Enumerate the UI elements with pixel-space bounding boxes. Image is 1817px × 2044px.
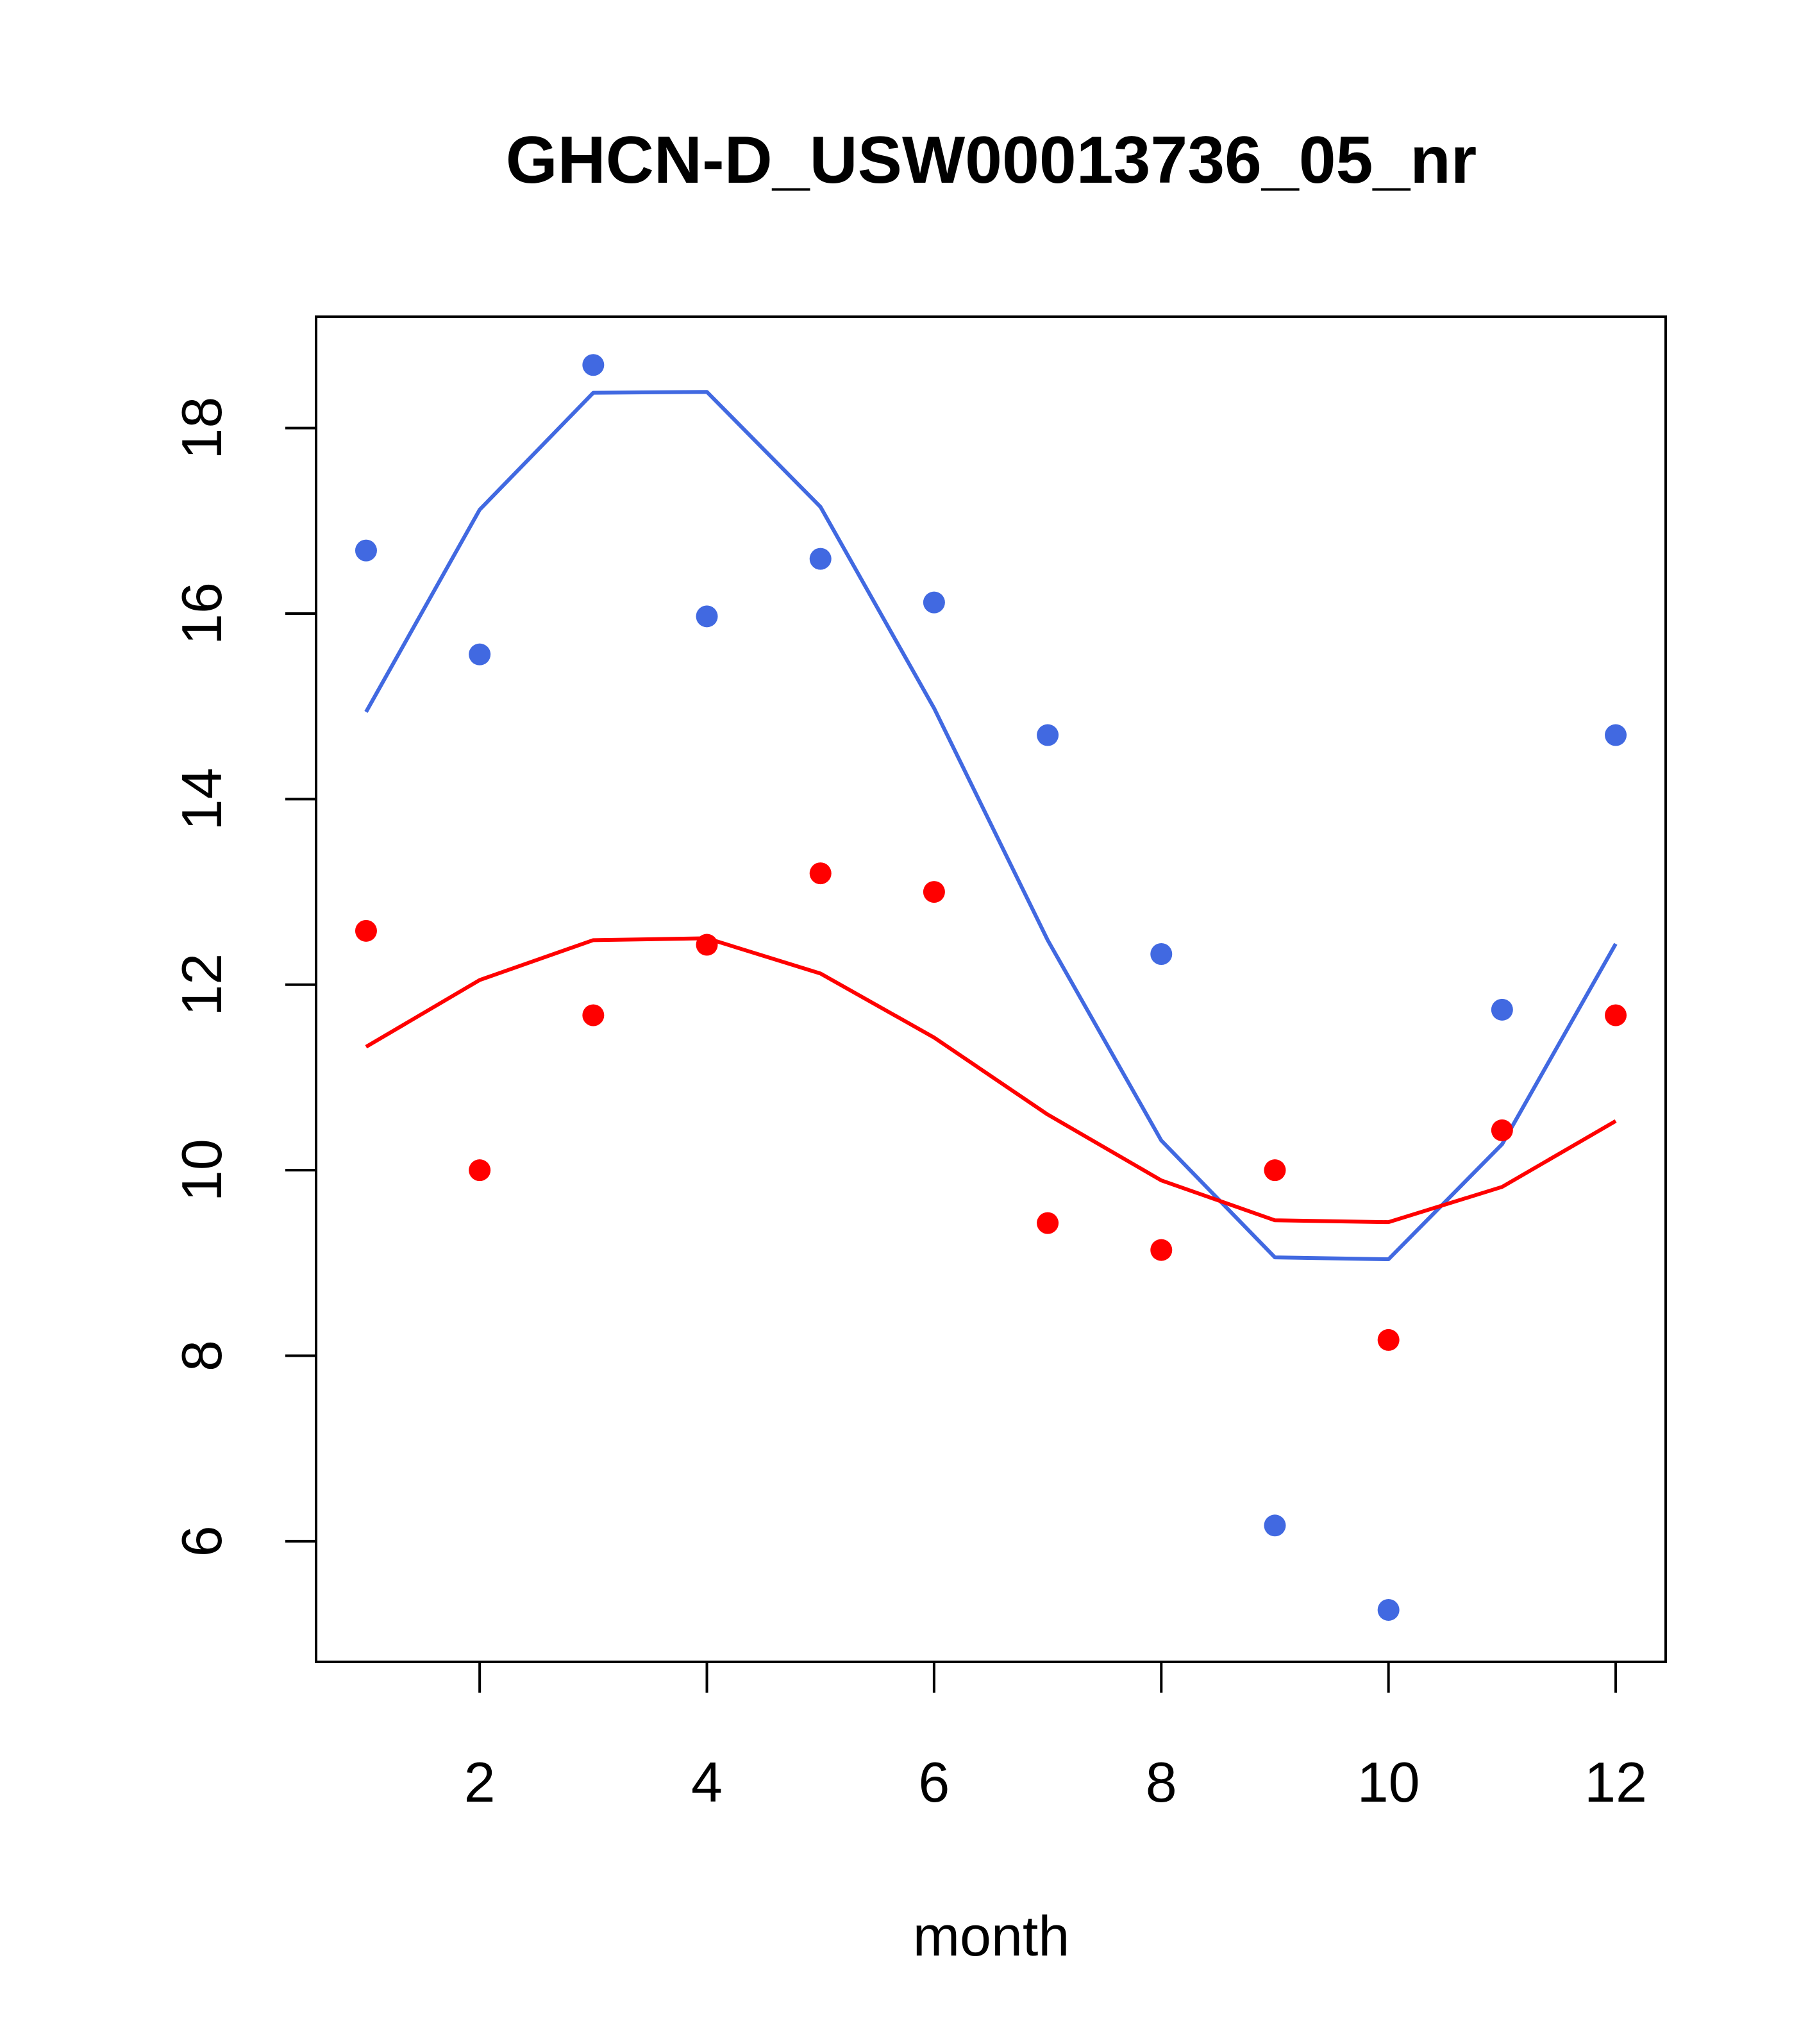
x-tick-label: 4 — [691, 1750, 723, 1814]
series-0-point — [923, 591, 945, 614]
y-tick-label: 12 — [170, 953, 233, 1016]
series-1-point — [809, 862, 832, 885]
series-0-point — [1377, 1598, 1400, 1621]
series-0-point — [1150, 943, 1173, 966]
series-0-point — [1491, 998, 1513, 1021]
y-tick-label: 16 — [170, 582, 233, 645]
y-tick-label: 18 — [170, 397, 233, 460]
x-axis-label: month — [913, 1904, 1070, 1968]
series-0-point — [469, 643, 491, 666]
series-1-point — [355, 919, 377, 942]
series-1-point — [1377, 1328, 1400, 1351]
series-1-point — [1264, 1159, 1286, 1182]
plot-frame — [315, 315, 1667, 1663]
series-1-point — [923, 881, 945, 903]
x-tick-label: 2 — [464, 1750, 496, 1814]
series-1-point — [696, 934, 718, 956]
series-1-point — [1491, 1119, 1513, 1141]
series-1-point — [582, 1004, 605, 1026]
series-0-point — [1037, 724, 1059, 746]
series-1-point — [1605, 1004, 1627, 1026]
series-0-fit-line — [364, 390, 1618, 1262]
series-1-point — [469, 1159, 491, 1182]
y-tick-label: 10 — [170, 1139, 233, 1202]
x-axis: 2 4 6 8 10 12 — [464, 1661, 1647, 1814]
series-1-point — [1037, 1212, 1059, 1234]
x-tick-label: 6 — [918, 1750, 950, 1814]
y-axis: 6 8 10 12 14 16 18 — [170, 397, 317, 1557]
series-layer — [355, 354, 1627, 1621]
series-0-point — [355, 539, 377, 562]
x-tick-label: 12 — [1584, 1750, 1647, 1814]
series-0-point — [696, 605, 718, 628]
y-tick-label: 8 — [170, 1340, 233, 1371]
series-0-point — [1605, 724, 1627, 746]
y-tick-label: 6 — [170, 1525, 233, 1557]
chart-title: GHCN-D_USW00013736_05_nr — [506, 123, 1477, 197]
series-0-point — [1264, 1514, 1286, 1537]
y-tick-label: 14 — [170, 767, 233, 830]
series-1-fit-line — [365, 936, 1617, 1225]
series-0-point — [809, 548, 832, 570]
x-tick-label: 10 — [1357, 1750, 1420, 1814]
x-tick-label: 8 — [1146, 1750, 1177, 1814]
series-1-point — [1150, 1239, 1173, 1261]
series-0-point — [582, 354, 605, 376]
